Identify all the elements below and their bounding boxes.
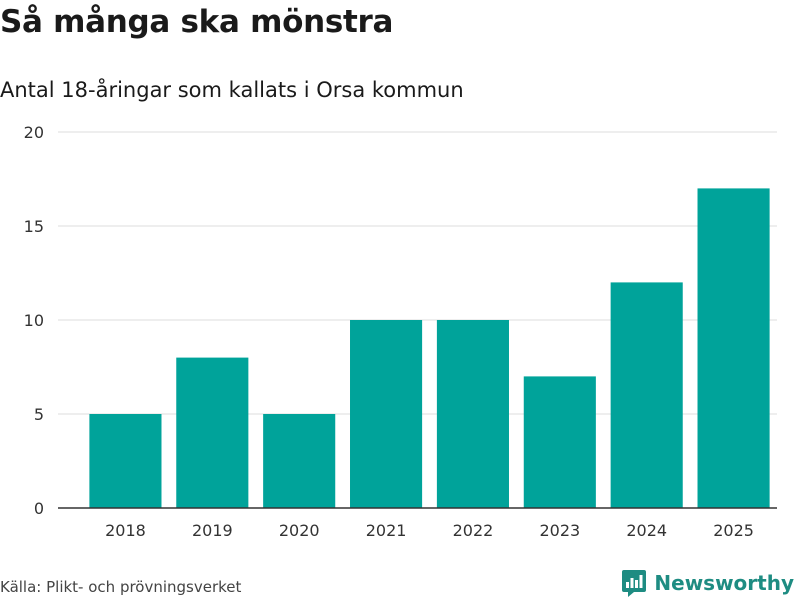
tick-labels: 0 5 10 15 20 2018 2019 2020 2021 2022 2023 2024 2025 [24,123,754,540]
newsworthy-logo-icon [622,570,647,597]
bar-2022[interactable] [436,320,509,508]
y-tick-label: 10 [24,311,44,330]
x-tick-label: 2022 [453,521,494,540]
brand-logo: Newsworthy [621,568,794,598]
bar-2023[interactable] [523,376,596,508]
bar-2020[interactable] [263,414,336,508]
x-tick-label: 2021 [366,521,407,540]
x-tick-label: 2023 [539,521,580,540]
y-tick-label: 5 [34,405,44,424]
bar-2019[interactable] [176,357,249,508]
source-note: Källa: Plikt- och prövningsverket [0,578,242,596]
chart-subtitle: Antal 18-åringar som kallats i Orsa komm… [0,78,464,102]
bar-2024[interactable] [610,282,683,508]
x-tick-label: 2019 [192,521,233,540]
bar-2018[interactable] [89,414,162,508]
y-tick-label: 0 [34,499,44,518]
x-tick-label: 2024 [626,521,667,540]
bars [89,188,770,508]
y-tick-label: 15 [24,217,44,236]
x-tick-label: 2018 [105,521,146,540]
x-tick-label: 2020 [279,521,320,540]
bar-2021[interactable] [350,320,423,508]
brand-name: Newsworthy [654,571,794,595]
chart-title: Så många ska mönstra [0,4,394,40]
y-tick-label: 20 [24,123,44,142]
x-tick-label: 2025 [713,521,754,540]
bar-2025[interactable] [697,188,770,508]
